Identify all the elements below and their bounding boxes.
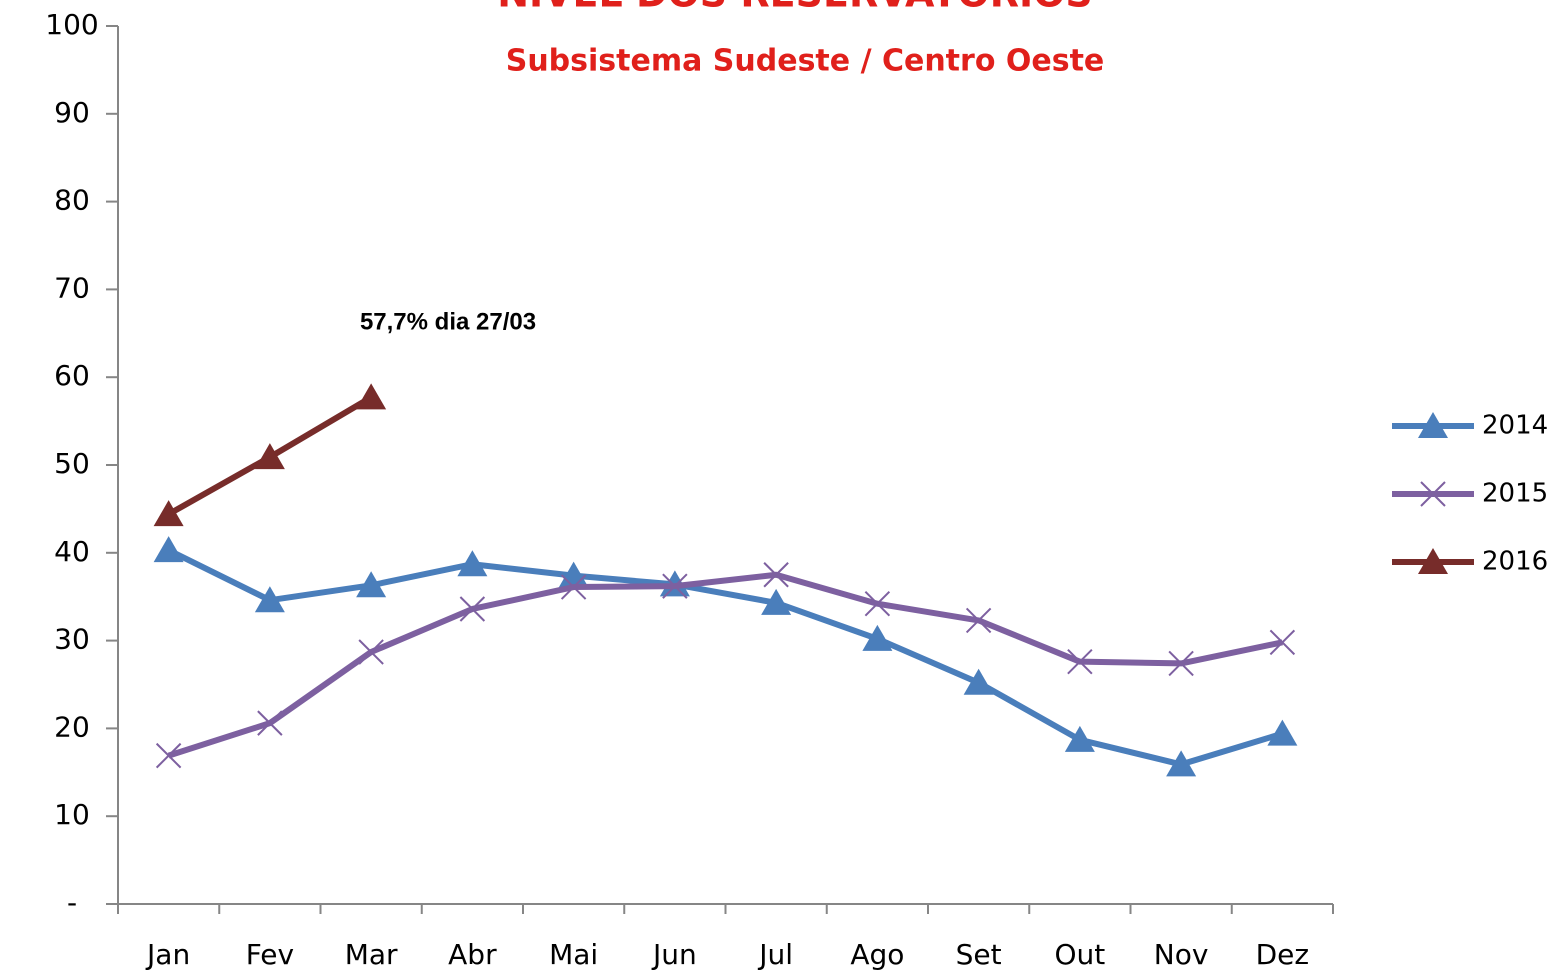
- legend-label: 2014: [1482, 411, 1548, 441]
- series-marker: [1166, 750, 1197, 777]
- series-marker: [358, 639, 384, 665]
- series-marker: [761, 588, 792, 615]
- series-marker: [662, 573, 688, 599]
- series-marker: [356, 383, 387, 410]
- series-marker: [356, 571, 387, 598]
- series-line: [167, 547, 1284, 768]
- series-marker: [254, 586, 285, 613]
- series-line: [167, 571, 1283, 759]
- series-marker: [862, 624, 893, 651]
- y-tick-label: 40: [54, 535, 90, 568]
- y-tick-label: 80: [54, 184, 90, 217]
- x-tick-label: Set: [956, 938, 1002, 971]
- series-marker: [257, 710, 283, 736]
- x-tick-label: Mar: [345, 938, 398, 971]
- x-tick-label: Out: [1054, 938, 1105, 971]
- x-tick-label: Abr: [448, 938, 497, 971]
- series-marker: [457, 550, 488, 577]
- y-tick-label: 50: [54, 447, 90, 480]
- series-marker: [1267, 719, 1298, 746]
- legend-label: 2015: [1482, 479, 1548, 509]
- series-marker: [864, 591, 891, 617]
- x-tick-label: Jan: [145, 938, 190, 971]
- series-marker: [965, 607, 992, 634]
- legend-marker: [1418, 412, 1448, 438]
- annotation: 57,7% dia 27/03: [360, 308, 536, 335]
- y-tick-label: 60: [54, 359, 90, 392]
- series-marker: [254, 443, 285, 470]
- series-marker: [155, 742, 182, 769]
- legend-label: 2016: [1482, 547, 1548, 577]
- series-marker: [459, 596, 486, 622]
- legend-marker: [1418, 548, 1448, 574]
- x-tick-label: Jul: [757, 938, 793, 971]
- y-tick-label: 10: [54, 798, 90, 831]
- x-tick-label: Mai: [549, 938, 598, 971]
- series-marker: [153, 500, 184, 527]
- series-marker: [763, 562, 789, 588]
- series-marker: [1064, 725, 1095, 752]
- x-tick-label: Fev: [246, 938, 294, 971]
- series-marker: [558, 561, 589, 588]
- series-marker: [1168, 650, 1194, 677]
- y-tick-label: -: [67, 886, 77, 919]
- series-marker: [560, 574, 587, 600]
- y-tick-label: 90: [54, 96, 90, 129]
- chart-title: NÍVEL DOS RESERVATÓRIOS: [497, 0, 1093, 16]
- series-marker: [153, 536, 184, 563]
- x-tick-label: Nov: [1154, 938, 1209, 971]
- series-marker: [963, 668, 994, 695]
- x-tick-label: Ago: [850, 938, 904, 971]
- y-tick-label: 20: [54, 710, 90, 743]
- x-tick-label: Dez: [1256, 938, 1309, 971]
- series-marker: [1269, 629, 1296, 656]
- x-tick-label: Jun: [651, 938, 697, 971]
- legend-marker: [1420, 481, 1446, 507]
- y-tick-label: 100: [45, 8, 98, 41]
- y-tick-label: 30: [54, 623, 90, 656]
- chart-subtitle: Subsistema Sudeste / Centro Oeste: [506, 44, 1105, 79]
- series-marker: [1067, 648, 1093, 675]
- y-tick-label: 70: [54, 271, 90, 304]
